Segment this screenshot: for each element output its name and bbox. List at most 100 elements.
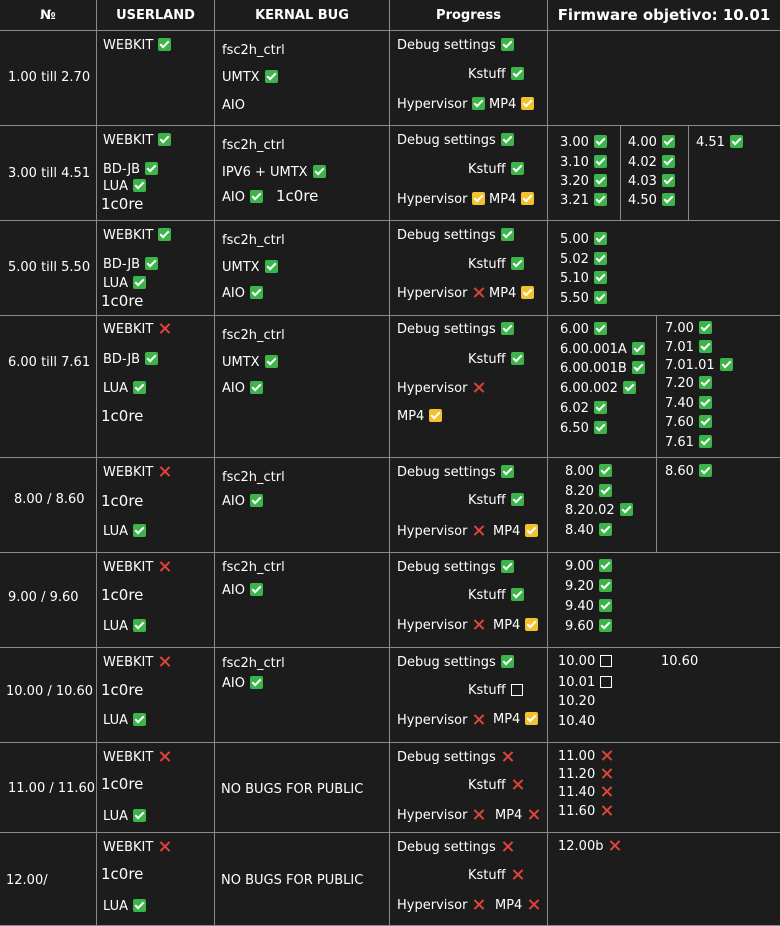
userland-1c0re: 1c0re xyxy=(101,492,144,510)
green-check-icon xyxy=(133,809,147,822)
green-check-icon xyxy=(698,340,712,353)
firmware-item: 10.20 xyxy=(558,694,596,709)
userland-webkit: WEBKIT xyxy=(103,38,172,53)
kernel-bug: AIO xyxy=(222,583,263,598)
green-check-icon xyxy=(500,465,514,478)
userland-1c0re: 1c0re xyxy=(101,292,144,310)
firmware-item: 9.60 xyxy=(565,619,612,634)
green-check-icon xyxy=(593,135,607,148)
red-x-icon xyxy=(472,286,485,299)
progress-debug: Debug settings xyxy=(397,560,514,575)
progress-hypervisor: Hypervisor xyxy=(397,192,486,207)
firmware-item: 5.00 xyxy=(560,232,607,247)
progress-debug: Debug settings xyxy=(397,38,514,53)
row-range: 9.00 / 9.60 xyxy=(8,590,79,605)
green-check-icon xyxy=(698,321,712,334)
row-divider xyxy=(0,457,780,458)
green-check-icon xyxy=(598,619,612,632)
green-check-icon xyxy=(249,381,263,394)
green-check-icon xyxy=(510,588,524,601)
green-check-icon xyxy=(510,257,524,270)
green-check-icon xyxy=(472,97,486,110)
firmware-item: 7.40 xyxy=(665,396,712,411)
green-check-icon xyxy=(631,361,645,374)
yellow-check-icon xyxy=(525,712,539,725)
green-check-icon xyxy=(661,174,675,187)
firmware-item: 10.01 xyxy=(558,675,613,690)
progress-mp4: MP4 xyxy=(489,192,535,207)
green-check-icon xyxy=(133,179,147,192)
kernel-bug: fsc2h_ctrl xyxy=(222,138,285,153)
green-check-icon xyxy=(249,190,263,203)
firmware-item: 12.00b xyxy=(558,839,621,854)
firmware-item: 3.10 xyxy=(560,155,607,170)
userland-lua: LUA xyxy=(103,619,147,634)
green-check-icon xyxy=(593,322,607,335)
green-check-icon xyxy=(145,352,159,365)
progress-kstuff: Kstuff xyxy=(468,588,524,603)
green-check-icon xyxy=(264,355,278,368)
row-divider xyxy=(0,315,780,316)
firmware-item: 6.00 xyxy=(560,322,607,337)
firmware-item: 9.40 xyxy=(565,599,612,614)
row-range: 10.00 / 10.60 xyxy=(6,684,94,699)
firmware-item: 8.00 xyxy=(565,464,612,479)
userland-lua: LUA xyxy=(103,524,147,539)
userland-lua: LUA xyxy=(103,899,147,914)
header-userland: USERLAND xyxy=(116,7,195,23)
kernel-bug: fsc2h_ctrl xyxy=(222,470,285,485)
userland-1c0re: 1c0re xyxy=(101,586,144,604)
red-x-icon xyxy=(158,750,171,763)
green-check-icon xyxy=(698,376,712,389)
green-check-icon xyxy=(133,713,147,726)
firmware-item: 7.60 xyxy=(665,415,712,430)
firmware-item: 7.61 xyxy=(665,435,712,450)
red-x-icon xyxy=(472,381,485,394)
green-check-icon xyxy=(500,655,514,668)
firmware-item: 10.40 xyxy=(558,714,596,729)
progress-kstuff: Kstuff xyxy=(468,162,524,177)
green-check-icon xyxy=(593,271,607,284)
progress-kstuff: Kstuff xyxy=(468,868,524,883)
red-x-icon xyxy=(527,898,540,911)
red-x-icon xyxy=(608,839,621,852)
firmware-item: 8.60 xyxy=(665,464,712,479)
kernel-bug: IPV6 + UMTX xyxy=(222,165,326,180)
green-check-icon xyxy=(158,133,172,146)
yellow-check-icon xyxy=(525,618,539,631)
green-check-icon xyxy=(619,503,633,516)
red-x-icon xyxy=(501,840,514,853)
firmware-item: 7.01 xyxy=(665,340,712,355)
kernel-bug: UMTX xyxy=(222,355,278,370)
green-check-icon xyxy=(593,252,607,265)
green-check-icon xyxy=(158,228,172,241)
progress-kstuff: Kstuff xyxy=(468,683,523,698)
firmware-item: 11.60 xyxy=(558,804,613,819)
progress-debug: Debug settings xyxy=(397,322,514,337)
green-check-icon xyxy=(133,524,147,537)
userland-webkit: WEBKIT xyxy=(103,840,171,855)
kernel-no-bugs: NO BUGS FOR PUBLIC xyxy=(221,782,364,797)
kernel-bug: AIO xyxy=(222,190,263,205)
kernel-bug: UMTX xyxy=(222,260,278,275)
row-range: 11.00 / 11.60 xyxy=(8,781,96,796)
green-check-icon xyxy=(145,257,159,270)
green-check-icon xyxy=(510,67,524,80)
progress-hypervisor: Hypervisor xyxy=(397,713,485,728)
red-x-icon xyxy=(472,713,485,726)
firmware-item: 11.00 xyxy=(558,749,613,764)
kernel-bug: fsc2h_ctrl xyxy=(222,656,285,671)
firmware-item: 11.40 xyxy=(558,785,613,800)
progress-debug: Debug settings xyxy=(397,840,514,855)
green-check-icon xyxy=(500,228,514,241)
firmware-item: 3.21 xyxy=(560,193,607,208)
green-check-icon xyxy=(249,583,263,596)
col-divider xyxy=(656,316,657,552)
progress-hypervisor: Hypervisor xyxy=(397,524,485,539)
userland-webkit: WEBKIT xyxy=(103,655,171,670)
red-x-icon xyxy=(158,655,171,668)
col-divider xyxy=(389,0,390,926)
red-x-icon xyxy=(527,808,540,821)
userland-lua: LUA xyxy=(103,809,147,824)
